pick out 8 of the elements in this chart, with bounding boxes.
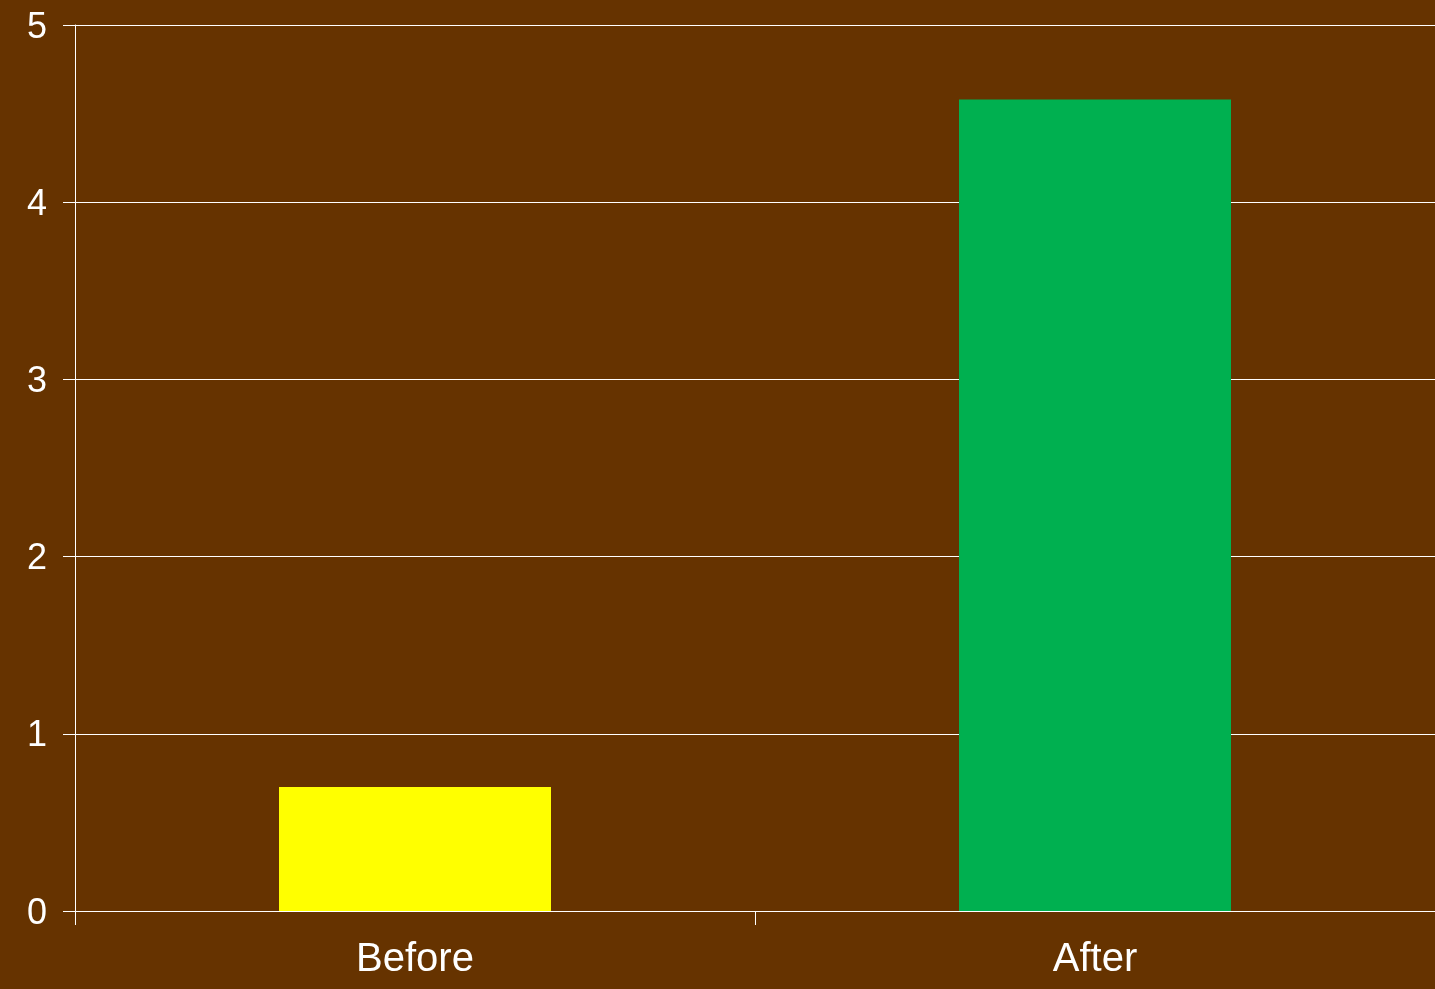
x-tick-label: After: [1052, 935, 1138, 979]
y-tick-label: 4: [26, 181, 47, 223]
y-tick-label: 0: [26, 890, 47, 932]
y-tick-label: 3: [26, 358, 47, 400]
y-tick-label: 1: [26, 713, 47, 755]
y-tick-label: 5: [26, 4, 47, 46]
y-tick-label: 2: [26, 536, 47, 578]
x-tick-label: Before: [356, 935, 474, 979]
